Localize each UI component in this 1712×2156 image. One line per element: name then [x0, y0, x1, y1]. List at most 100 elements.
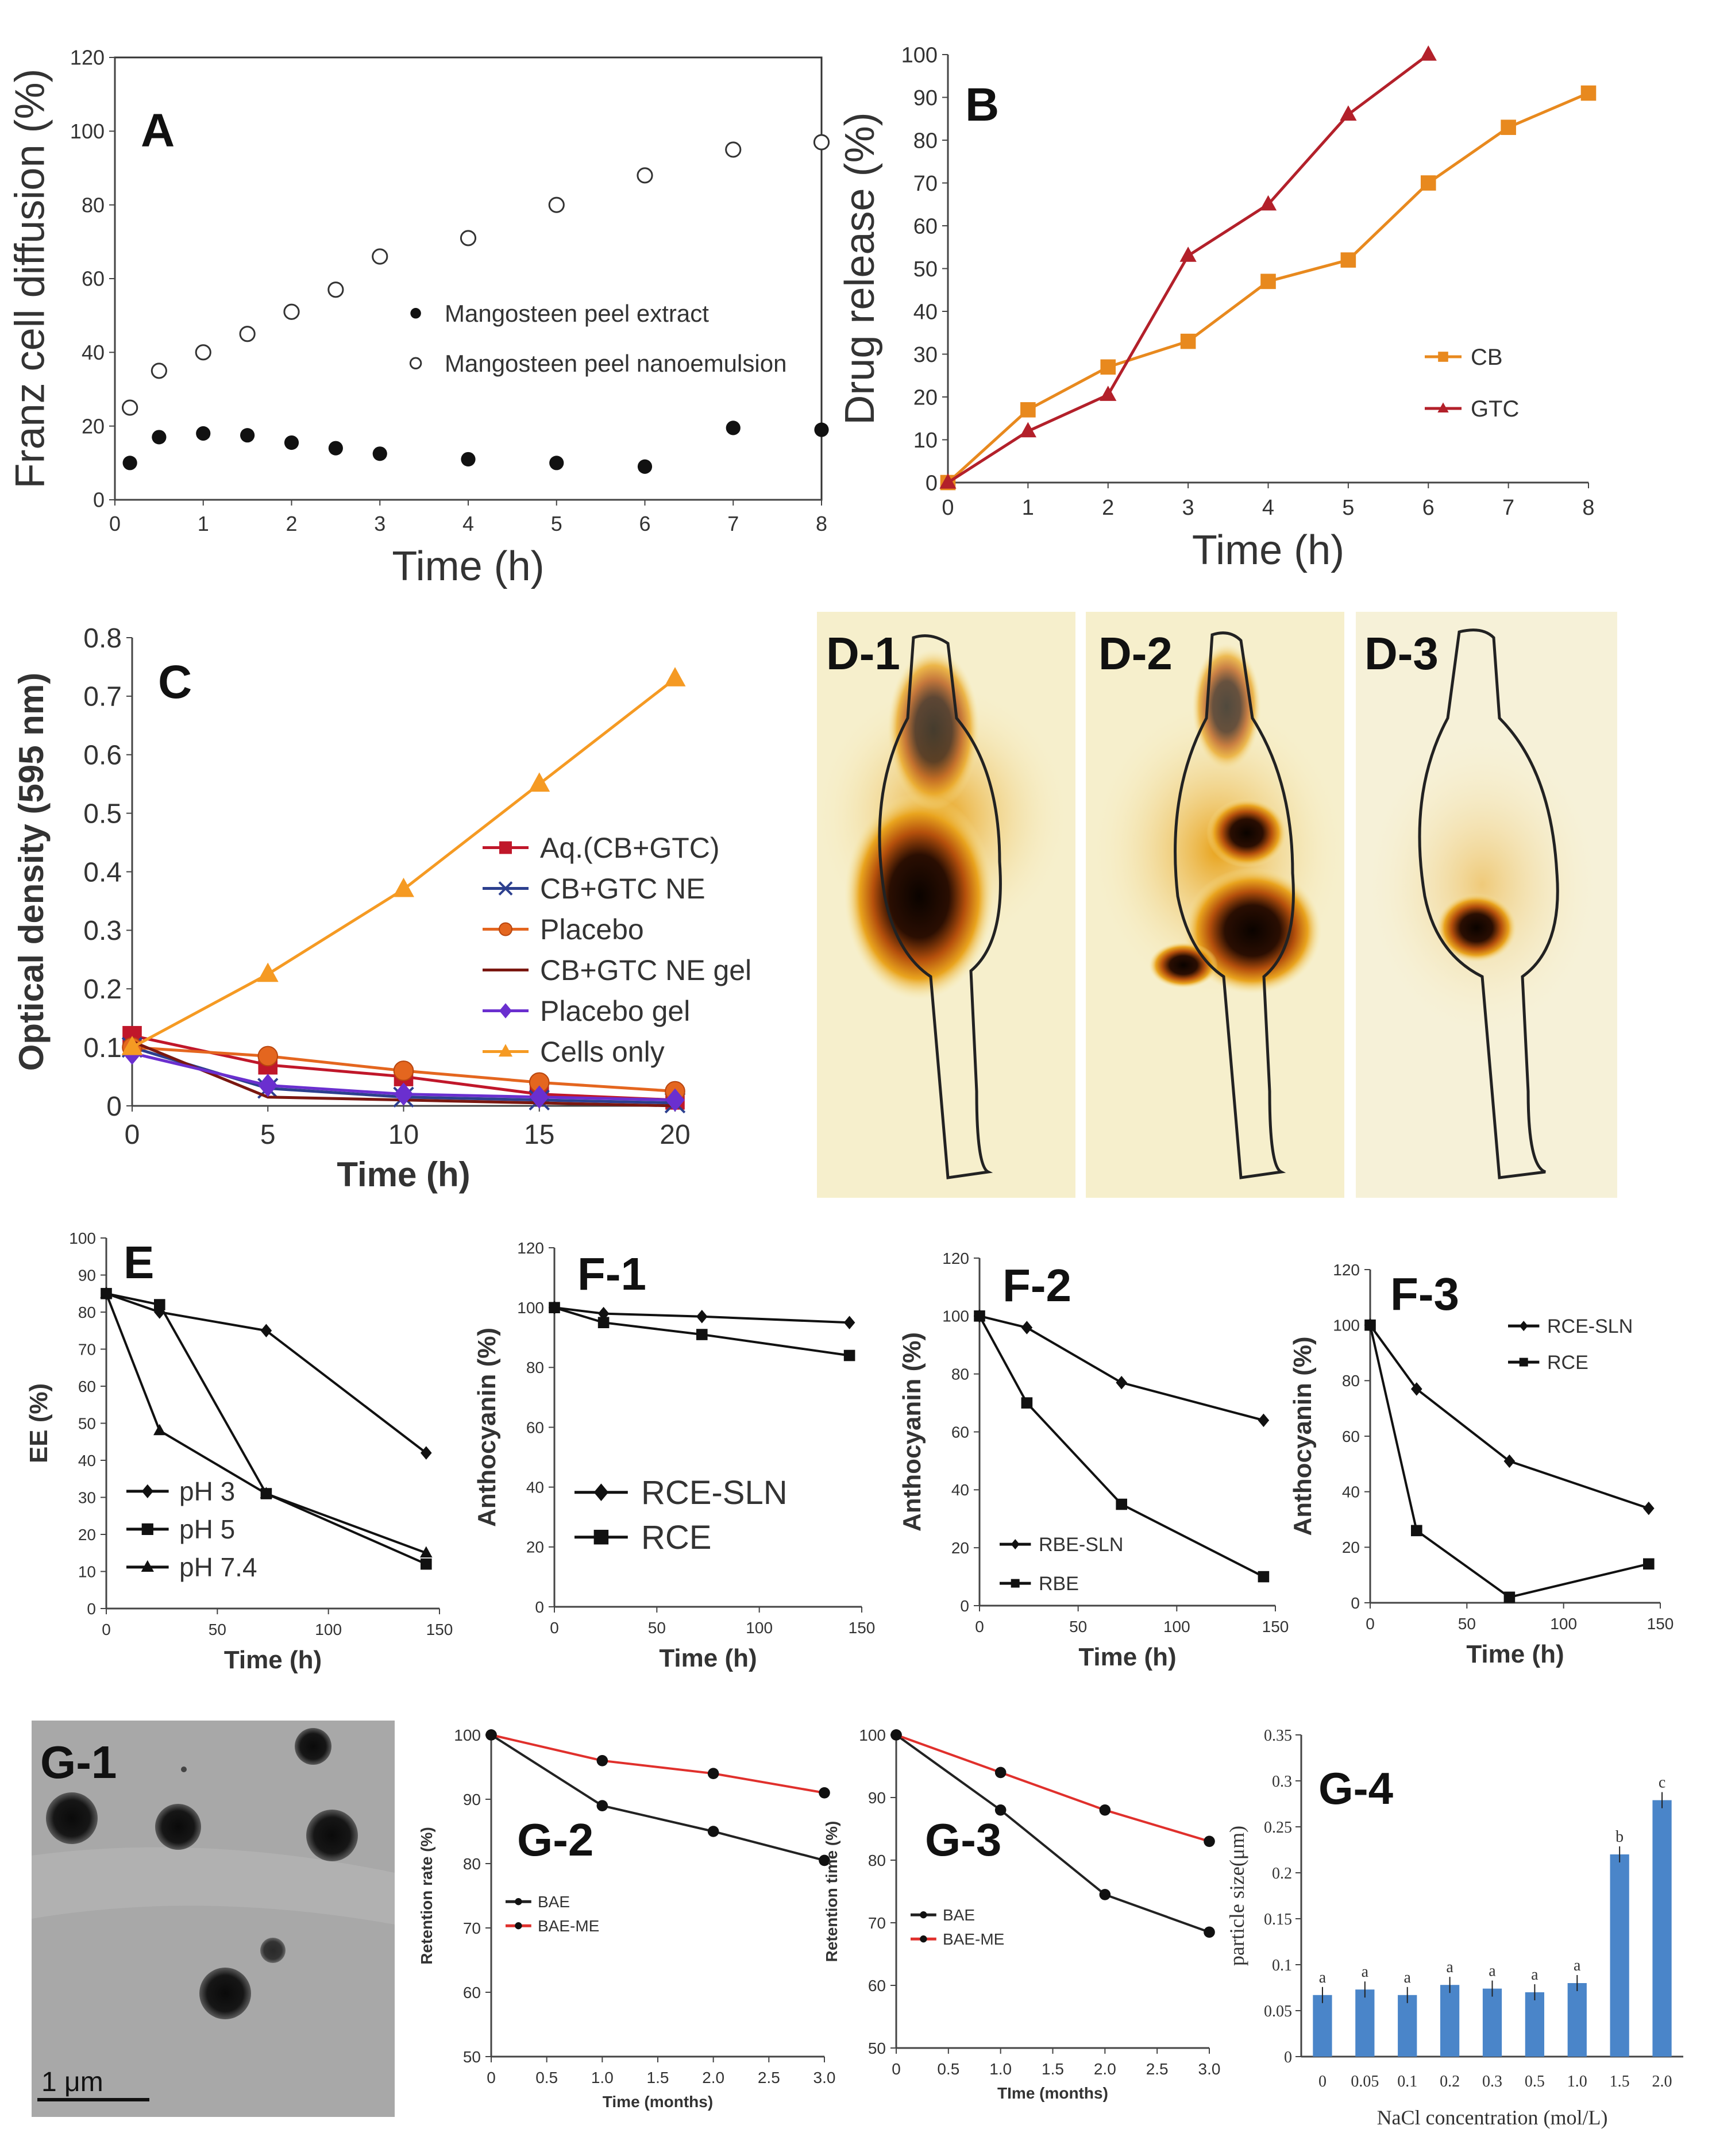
x-tick-label: 0: [1366, 1615, 1375, 1633]
series-line: [554, 1306, 850, 1357]
y-axis-title: Retention time (%): [823, 1821, 840, 1962]
data-point: [529, 1085, 549, 1109]
data-point: [240, 428, 255, 443]
panel-label: G-2: [517, 1814, 593, 1865]
legend-marker: [141, 1484, 153, 1499]
y-tick-label: 60: [463, 1984, 481, 2001]
x-axis-title: Time (h): [659, 1644, 757, 1672]
plot-frame: [114, 56, 823, 501]
panel-d3-image: D-3: [1356, 612, 1617, 1198]
legend-marker: [1519, 1321, 1528, 1332]
y-tick-label: 100: [942, 1308, 969, 1325]
data-point: [1340, 252, 1356, 268]
x-tick-label: 3: [374, 512, 385, 535]
data-point: [1258, 1413, 1270, 1428]
legend-label: BAE: [538, 1893, 570, 1911]
bar-significance-label: a: [1531, 1966, 1539, 1984]
panel-g1-image: 1 μm G-1: [32, 1721, 395, 2117]
panel-label: F-2: [1002, 1260, 1071, 1311]
legend: BAE BAE-ME: [911, 1906, 1004, 1948]
data-point: [813, 134, 830, 151]
data-point: [726, 421, 741, 435]
panel-label: F-1: [577, 1248, 646, 1299]
chart-c: 0 5 10 15 20 0 0.1 0.2 0.3 0.4 0.5 0.6 0.7 0.8 Time (h…: [12, 623, 751, 1194]
y-tick-label: 20: [82, 414, 105, 438]
y-axis-title: Anthocyanin (%): [1289, 1336, 1317, 1536]
x-tick-label: 10: [388, 1120, 419, 1150]
data-point: [1364, 1319, 1376, 1331]
series-rce: [1364, 1319, 1655, 1603]
x-tick-label: 0.5: [1525, 2073, 1545, 2091]
series-cb: [940, 85, 1597, 491]
data-point: [153, 1424, 166, 1436]
x-tick-label: 150: [426, 1621, 453, 1638]
y-tick-label: 0.3: [83, 916, 122, 946]
y-tick-label: 0.25: [1264, 1819, 1292, 1837]
x-tick-label: 1.5: [1042, 2060, 1064, 2078]
legend-marker: [1519, 1357, 1528, 1367]
series-line: [106, 1292, 427, 1565]
y-tick-label: 70: [913, 172, 938, 196]
data-point: [890, 1729, 902, 1741]
x-tick-label: 0: [109, 512, 121, 535]
x-tick-label: 0.1: [1397, 2073, 1417, 2091]
data-point: [1179, 246, 1197, 262]
data-point: [1021, 1397, 1033, 1409]
x-axis-title: TIme (months): [997, 2084, 1108, 2102]
legend-label: Cells only: [540, 1036, 665, 1068]
legend-marker: [515, 1922, 522, 1930]
series-rce-sln: [1364, 1318, 1655, 1515]
legend-label: Placebo gel: [540, 995, 690, 1027]
data-point: [260, 1324, 272, 1338]
legend-marker: [498, 881, 513, 896]
legend-marker: [498, 1044, 513, 1057]
legend: pH 3 pH 5 pH 7.4: [126, 1476, 257, 1582]
data-point: [393, 877, 414, 897]
data-point: [1099, 1889, 1111, 1900]
data-point: [1019, 422, 1037, 438]
y-axis-title: Anthocyanin (%): [898, 1332, 926, 1532]
chart-g-3: 0 0.5 1.0 1.5 2.0 2.5 3.0 50 60 70 80 90 100 TIme (mo…: [823, 1726, 1220, 2102]
y-tick-label: 0.2: [1272, 1865, 1292, 1883]
panel-label: A: [141, 105, 175, 157]
panel-g1-label: G-1: [40, 1737, 117, 1788]
y-tick-label: 120: [942, 1249, 969, 1267]
bar-significance-label: a: [1446, 1958, 1453, 1976]
bar: [1567, 1983, 1587, 2057]
series-line: [896, 1734, 1210, 1843]
legend-label: BAE-ME: [943, 1930, 1004, 1948]
data-point: [372, 248, 388, 265]
data-point: [372, 446, 387, 461]
x-axis-title: Time (h): [1078, 1643, 1176, 1671]
bar: [1610, 1854, 1629, 2057]
data-point: [393, 1060, 414, 1081]
y-tick-label: 20: [1342, 1538, 1360, 1556]
data-point: [1204, 1926, 1215, 1938]
data-point: [260, 1487, 273, 1498]
y-tick-label: 60: [951, 1423, 969, 1441]
legend-label: CB+GTC NE gel: [540, 954, 751, 986]
data-point: [664, 667, 686, 686]
y-tick-label: 0: [87, 1600, 96, 1618]
x-tick-label: 50: [648, 1619, 666, 1637]
data-point: [1411, 1525, 1422, 1537]
y-tick-label: 80: [951, 1365, 969, 1383]
panel-label: C: [158, 656, 192, 708]
data-point: [1340, 105, 1357, 121]
data-point: [1180, 333, 1196, 349]
y-axis-title: Retention rate (%): [418, 1827, 435, 1965]
x-axis-title: Time (h): [1192, 527, 1344, 573]
y-tick-label: 100: [69, 1229, 96, 1247]
data-point: [122, 399, 138, 416]
x-tick-label: 6: [639, 512, 650, 535]
series-rbe: [974, 1310, 1270, 1583]
panel-label: F-3: [1390, 1268, 1459, 1320]
y-tick-label: 90: [868, 1789, 886, 1807]
x-tick-label: 4: [462, 512, 474, 535]
legend-marker: [1437, 402, 1449, 413]
panel-d3-label: D-3: [1364, 628, 1439, 679]
chart-g-2: 0 0.5 1.0 1.5 2.0 2.5 3.0 50 60 70 80 90 100 Time (mo…: [418, 1726, 835, 2111]
